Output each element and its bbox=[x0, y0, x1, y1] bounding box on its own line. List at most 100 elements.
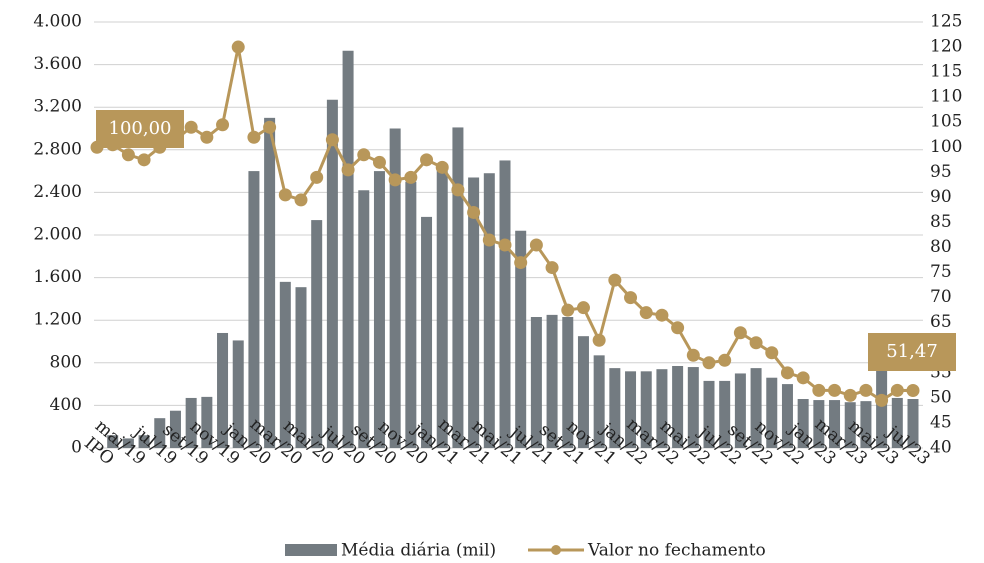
line-point bbox=[529, 238, 543, 252]
bar bbox=[672, 365, 684, 448]
y2-tick-label: 50 bbox=[930, 387, 952, 407]
line-point bbox=[733, 326, 747, 340]
y-tick-label: 1.200 bbox=[33, 310, 82, 330]
line-point bbox=[796, 371, 810, 385]
bar bbox=[405, 181, 417, 448]
line-point bbox=[576, 301, 590, 315]
y2-tick-label: 100 bbox=[930, 137, 962, 157]
bar bbox=[217, 332, 229, 448]
bar bbox=[515, 230, 527, 448]
y2-tick-label: 40 bbox=[930, 438, 952, 458]
bar bbox=[734, 373, 746, 448]
y2-tick-label: 80 bbox=[930, 237, 952, 257]
y-tick-label: 4.000 bbox=[33, 12, 82, 32]
line-point bbox=[341, 163, 355, 177]
line-point bbox=[749, 336, 763, 350]
y-tick-label: 1.600 bbox=[33, 267, 82, 287]
y2-tick-label: 95 bbox=[930, 162, 952, 182]
value-label: 100,00 bbox=[109, 118, 172, 139]
line-point bbox=[592, 333, 606, 347]
line-point bbox=[216, 118, 230, 132]
line-point bbox=[906, 384, 920, 398]
y-tick-label: 2.400 bbox=[33, 182, 82, 202]
line-point bbox=[404, 170, 418, 184]
line-point bbox=[875, 393, 889, 407]
y2-tick-label: 65 bbox=[930, 312, 952, 332]
line-point bbox=[278, 188, 292, 202]
line-point bbox=[121, 148, 135, 162]
y-tick-label: 0 bbox=[71, 438, 82, 458]
bar bbox=[813, 400, 825, 448]
bar bbox=[499, 160, 511, 448]
bar bbox=[625, 371, 637, 448]
line-point bbox=[812, 383, 826, 397]
bar bbox=[248, 171, 260, 448]
line-point bbox=[655, 308, 669, 322]
bar bbox=[844, 402, 856, 448]
y-tick-label: 2.800 bbox=[33, 139, 82, 159]
bar bbox=[452, 127, 464, 448]
legend-label: Média diária (mil) bbox=[341, 541, 496, 561]
line-point bbox=[357, 148, 371, 162]
line-point bbox=[137, 153, 151, 167]
legend-swatch bbox=[285, 544, 337, 556]
line-point bbox=[372, 155, 386, 169]
y2-tick-label: 70 bbox=[930, 287, 952, 307]
bar bbox=[546, 314, 558, 448]
bar bbox=[891, 397, 903, 448]
bar bbox=[750, 368, 762, 448]
line-point bbox=[624, 291, 638, 305]
bar bbox=[593, 355, 605, 448]
line-point bbox=[420, 153, 434, 167]
line-point bbox=[843, 388, 857, 402]
bar bbox=[279, 281, 291, 448]
line-point bbox=[828, 383, 842, 397]
y-tick-label: 2.000 bbox=[33, 225, 82, 245]
y2-tick-label: 105 bbox=[930, 112, 962, 132]
line-point bbox=[294, 193, 308, 207]
y2-tick-label: 110 bbox=[930, 87, 962, 107]
bar bbox=[436, 171, 448, 448]
y-tick-label: 400 bbox=[50, 395, 82, 415]
y2-tick-label: 75 bbox=[930, 262, 952, 282]
legend-swatch bbox=[551, 545, 561, 555]
line-point bbox=[467, 205, 481, 219]
line-point bbox=[780, 366, 794, 380]
bar bbox=[687, 367, 699, 448]
bar bbox=[530, 317, 542, 448]
line-point bbox=[639, 306, 653, 320]
value-label: 51,47 bbox=[886, 341, 938, 362]
y2-tick-label: 120 bbox=[930, 37, 962, 57]
bar bbox=[656, 369, 668, 448]
bar bbox=[122, 438, 134, 448]
y-tick-label: 3.600 bbox=[33, 54, 82, 74]
line-point bbox=[435, 160, 449, 174]
bar bbox=[138, 435, 150, 448]
line-point bbox=[310, 170, 324, 184]
legend-label: Valor no fechamento bbox=[587, 541, 766, 561]
bar bbox=[232, 340, 244, 448]
value-label-box bbox=[96, 110, 184, 148]
bar bbox=[562, 317, 574, 448]
line-point bbox=[686, 348, 700, 362]
value-label-box bbox=[868, 333, 956, 371]
line-point bbox=[890, 383, 904, 397]
bar bbox=[373, 171, 385, 448]
y-tick-label: 800 bbox=[50, 352, 82, 372]
line-point bbox=[498, 238, 512, 252]
line-point bbox=[545, 261, 559, 275]
bar bbox=[201, 396, 213, 448]
y-tick-label: 3.200 bbox=[33, 97, 82, 117]
bar bbox=[295, 287, 307, 448]
bar bbox=[389, 128, 401, 448]
bar bbox=[609, 368, 621, 448]
line-point bbox=[388, 173, 402, 187]
y2-tick-label: 125 bbox=[930, 12, 962, 32]
bar bbox=[640, 371, 652, 448]
bar bbox=[107, 435, 119, 448]
bar bbox=[719, 380, 731, 448]
line-point bbox=[451, 183, 465, 197]
line-point bbox=[718, 353, 732, 367]
bar bbox=[154, 418, 166, 448]
